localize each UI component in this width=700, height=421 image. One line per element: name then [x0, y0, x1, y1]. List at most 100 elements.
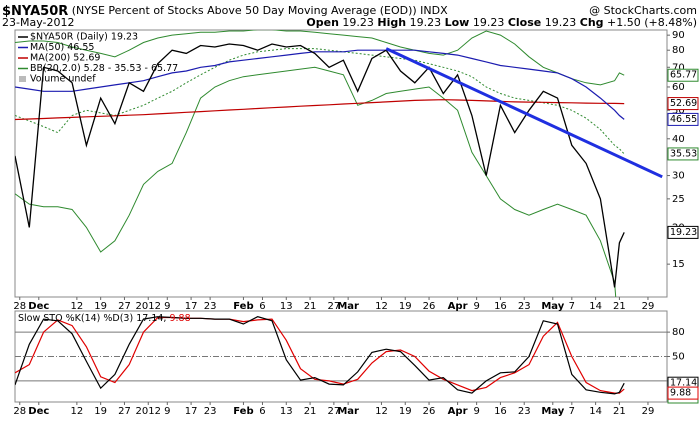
value-box-box — [667, 68, 699, 82]
x-tick-label: 21 — [613, 301, 626, 312]
series-line — [15, 43, 625, 288]
exchange: INDX — [420, 4, 448, 17]
value-box-box — [667, 386, 699, 400]
legend-label: Volume undef — [30, 74, 96, 85]
quote-label: Close — [508, 16, 541, 29]
quote-value: 19.23 — [410, 16, 442, 29]
x-tick-label: 16 — [494, 301, 507, 312]
y-tick-label: 60 — [672, 82, 685, 93]
x-tick-label: 27 — [118, 301, 131, 312]
x-tick-label: 21 — [304, 406, 317, 417]
x-tick-label: 9 — [473, 301, 479, 312]
x-tick-label: 17 — [185, 301, 198, 312]
x-tick-label: 7 — [569, 301, 575, 312]
series-line — [15, 49, 625, 120]
price-plot — [15, 30, 663, 297]
x-tick-label: Dec — [28, 406, 49, 417]
value-box-box — [667, 97, 699, 111]
x-tick-label: 6 — [259, 406, 265, 417]
value-box: 46.55 — [670, 114, 697, 125]
x-tick-label: Apr — [448, 406, 468, 417]
x-tick-label: Feb — [233, 406, 253, 417]
x-tick-label: 16 — [494, 406, 507, 417]
symbol: $NYA50R — [2, 4, 68, 19]
x-tick-label: 19 — [399, 301, 412, 312]
quote: Open 19.23 High 19.23 Low 19.23 Close 19… — [306, 16, 697, 29]
x-tick-label: 14 — [589, 406, 602, 417]
x-tick-label: 28 — [13, 406, 26, 417]
y-tick-label: 80 — [672, 327, 685, 338]
x-tick-label: 21 — [613, 406, 626, 417]
x-tick-label: 21 — [304, 301, 317, 312]
x-tick-label: May — [541, 301, 564, 312]
x-tick-label: 19 — [94, 406, 107, 417]
x-tick-label: 23 — [204, 301, 217, 312]
series-line — [15, 99, 625, 121]
legend-label: MA(50) 46.55 — [30, 42, 94, 53]
x-tick-label: 23 — [518, 301, 531, 312]
x-tick-label: Apr — [448, 301, 468, 312]
value-box: 19.23 — [670, 227, 697, 238]
x-tick-label: 12 — [375, 406, 388, 417]
value-box-box — [667, 112, 699, 126]
y-tick-label: 40 — [672, 134, 685, 145]
y-tick-label: 15 — [672, 259, 685, 270]
x-tick-label: 23 — [204, 406, 217, 417]
x-tick-label: 23 — [518, 406, 531, 417]
value-box: 17.14 — [670, 378, 697, 389]
quote-label: High — [377, 16, 406, 29]
band-middle — [15, 48, 625, 155]
series-line — [15, 316, 625, 395]
y-tick-label: 50 — [672, 352, 685, 363]
x-tick-label: 9 — [473, 406, 479, 417]
x-tick-label: 27 — [118, 406, 131, 417]
y-tick-label: 50 — [672, 105, 685, 116]
x-tick-label: 12 — [375, 301, 388, 312]
legend-value: 9.88 — [169, 313, 190, 324]
band-upper — [15, 30, 625, 86]
value-box: 52.69 — [670, 98, 697, 109]
quote-label: Low — [445, 16, 470, 29]
quote-label: Chg — [580, 16, 604, 29]
source: @ StockCharts.com — [589, 4, 697, 17]
x-tick-label: 13 — [280, 406, 293, 417]
x-tick-label: Dec — [28, 301, 49, 312]
legend-title: Slow STO %K(14) %D(3) — [18, 313, 133, 324]
date: 23-May-2012 — [2, 16, 74, 29]
legend-swatch — [19, 76, 26, 82]
x-tick-label: 29 — [642, 301, 655, 312]
x-tick-label: 19 — [399, 406, 412, 417]
x-tick-label: 26 — [423, 301, 436, 312]
band-lower — [15, 66, 617, 297]
overlay: 1520253040506070809028Dec121927201291723… — [13, 30, 699, 417]
trendline — [385, 47, 663, 179]
quote-value: 19.23 — [342, 16, 374, 29]
x-tick-label: 27 — [327, 301, 340, 312]
x-tick-label: 17 — [185, 406, 198, 417]
x-tick-label: May — [541, 406, 564, 417]
quote-value: 19.23 — [545, 16, 577, 29]
quote-value: 19.23 — [473, 16, 505, 29]
value-box: 35.53 — [670, 148, 697, 159]
x-tick-label: 6 — [259, 301, 265, 312]
legend-label: BB(20,2.0) 5.28 - 35.53 - 65.77 — [30, 63, 178, 74]
y-tick-label: 70 — [672, 62, 685, 73]
header-title: $NYA50R (NYSE Percent of Stocks Above 50… — [2, 4, 448, 19]
x-tick-label: 9 — [164, 301, 170, 312]
y-tick-label: 25 — [672, 194, 685, 205]
x-tick-label: 26 — [423, 406, 436, 417]
series-line — [15, 316, 625, 394]
value-box-box — [667, 147, 699, 161]
legend-value: 17.14, — [136, 313, 166, 324]
x-tick-label: 9 — [164, 406, 170, 417]
value-box: 9.88 — [670, 388, 691, 399]
y-tick-label: 90 — [672, 30, 685, 41]
price-panel — [14, 29, 668, 298]
x-tick-label: Mar — [337, 406, 359, 417]
x-tick-label: 2012 — [136, 301, 161, 312]
x-tick-label: 13 — [280, 301, 293, 312]
x-tick-label: Feb — [233, 301, 253, 312]
value-box: 65.77 — [670, 70, 697, 81]
